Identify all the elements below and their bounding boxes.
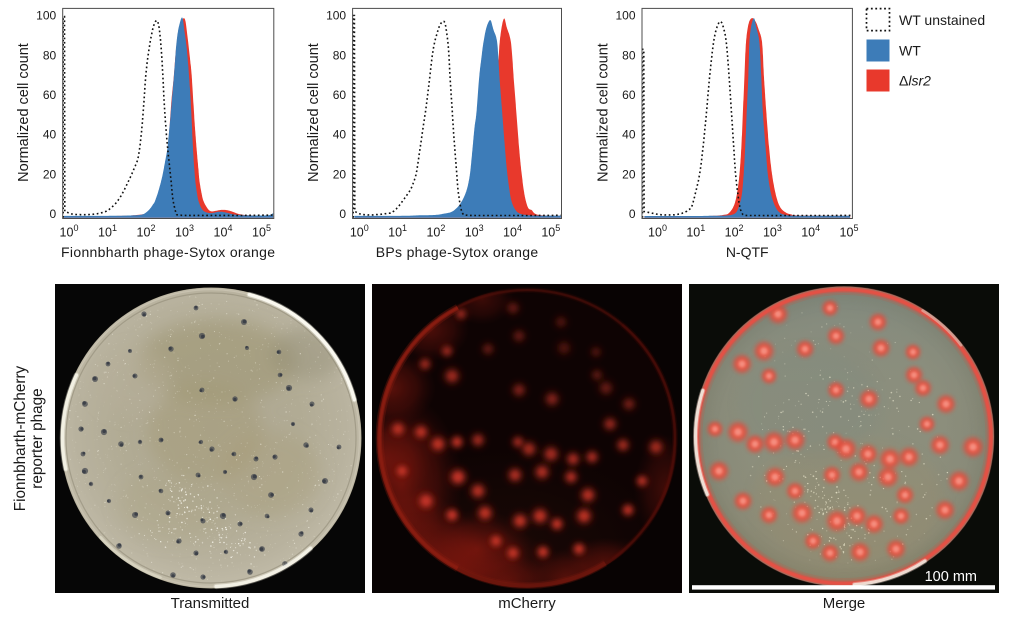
svg-text:102: 102 [137, 223, 156, 240]
svg-text:100 mm: 100 mm [925, 569, 977, 585]
svg-text:100: 100 [36, 9, 56, 23]
svg-text:104: 104 [801, 223, 820, 240]
svg-text:102: 102 [426, 223, 445, 240]
svg-text:105: 105 [541, 223, 560, 240]
svg-text:40: 40 [333, 128, 347, 142]
svg-text:100: 100 [60, 223, 79, 240]
svg-text:101: 101 [388, 223, 407, 240]
svg-text:60: 60 [333, 88, 347, 102]
svg-text:103: 103 [175, 223, 194, 240]
svg-text:105: 105 [840, 223, 859, 240]
svg-text:80: 80 [333, 48, 347, 62]
svg-text:105: 105 [252, 223, 271, 240]
svg-text:Normalized cell count: Normalized cell count [306, 43, 322, 182]
svg-text:WT unstained: WT unstained [899, 12, 985, 28]
svg-text:WT: WT [899, 43, 921, 59]
svg-text:100: 100 [648, 223, 667, 240]
svg-text:60: 60 [622, 88, 636, 102]
svg-text:BPs phage-Sytox orange: BPs phage-Sytox orange [376, 244, 539, 260]
svg-text:40: 40 [43, 128, 57, 142]
svg-text:N-QTF: N-QTF [726, 244, 769, 260]
svg-text:Fionnbharth phage-Sytox orange: Fionnbharth phage-Sytox orange [61, 244, 275, 260]
svg-text:20: 20 [43, 167, 57, 181]
svg-text:104: 104 [214, 223, 233, 240]
svg-text:Normalized cell count: Normalized cell count [596, 43, 612, 182]
svg-text:101: 101 [98, 223, 117, 240]
svg-text:100: 100 [326, 9, 346, 23]
svg-text:100: 100 [350, 223, 369, 240]
svg-text:0: 0 [50, 207, 57, 221]
svg-text:0: 0 [339, 207, 346, 221]
svg-text:20: 20 [622, 167, 636, 181]
svg-text:102: 102 [725, 223, 744, 240]
svg-text:0: 0 [629, 207, 636, 221]
svg-text:103: 103 [763, 223, 782, 240]
svg-text:100: 100 [615, 9, 635, 23]
svg-text:101: 101 [686, 223, 705, 240]
svg-text:80: 80 [43, 48, 57, 62]
svg-text:80: 80 [622, 48, 636, 62]
svg-text:60: 60 [43, 88, 57, 102]
svg-text:Normalized cell count: Normalized cell count [16, 43, 32, 182]
svg-text:20: 20 [333, 167, 347, 181]
svg-text:Δlsr2: Δlsr2 [899, 73, 931, 89]
svg-text:40: 40 [622, 128, 636, 142]
svg-text:103: 103 [465, 223, 484, 240]
svg-text:104: 104 [503, 223, 522, 240]
